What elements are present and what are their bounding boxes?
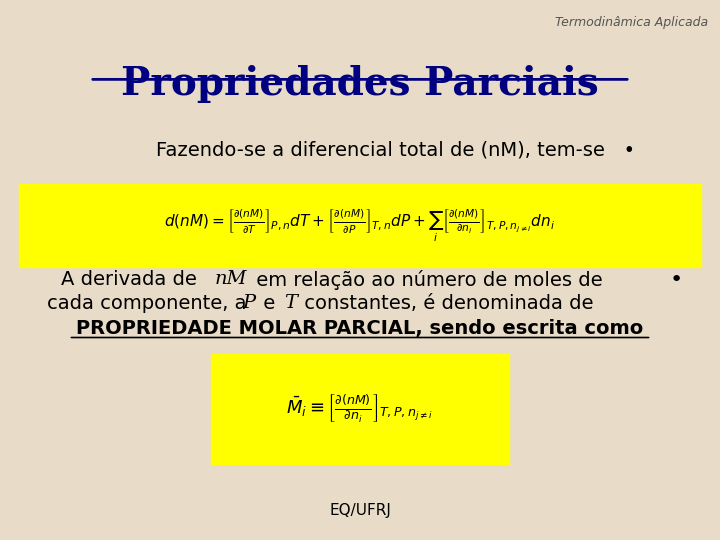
FancyBboxPatch shape bbox=[19, 184, 701, 267]
Text: e: e bbox=[257, 294, 282, 313]
Text: A derivada de: A derivada de bbox=[61, 270, 204, 289]
Text: P: P bbox=[243, 294, 256, 312]
Text: cada componente, a: cada componente, a bbox=[48, 294, 253, 313]
FancyBboxPatch shape bbox=[211, 354, 509, 464]
Text: constantes, é denominada de: constantes, é denominada de bbox=[298, 294, 594, 313]
Text: em relação ao número de moles de: em relação ao número de moles de bbox=[250, 270, 603, 290]
Text: Propriedades Parciais: Propriedades Parciais bbox=[121, 65, 599, 103]
Text: PROPRIEDADE MOLAR PARCIAL, sendo escrita como: PROPRIEDADE MOLAR PARCIAL, sendo escrita… bbox=[76, 319, 644, 338]
Text: Termodinâmica Aplicada: Termodinâmica Aplicada bbox=[555, 16, 708, 29]
Text: Fazendo-se a diferencial total de (nM), tem-se   •: Fazendo-se a diferencial total de (nM), … bbox=[156, 140, 635, 159]
Text: T: T bbox=[284, 294, 297, 312]
Text: EQ/UFRJ: EQ/UFRJ bbox=[329, 503, 391, 518]
Text: nM: nM bbox=[215, 270, 247, 288]
Text: $d(nM)=\left[\frac{\partial(nM)}{\partial T}\right]_{P,n}dT+\left[\frac{\partial: $d(nM)=\left[\frac{\partial(nM)}{\partia… bbox=[164, 207, 556, 244]
Text: •: • bbox=[669, 270, 683, 290]
Text: $\bar{M}_i\equiv\left[\frac{\partial(nM)}{\partial n_i}\right]_{T,P,n_{j\neq i}}: $\bar{M}_i\equiv\left[\frac{\partial(nM)… bbox=[287, 393, 433, 425]
